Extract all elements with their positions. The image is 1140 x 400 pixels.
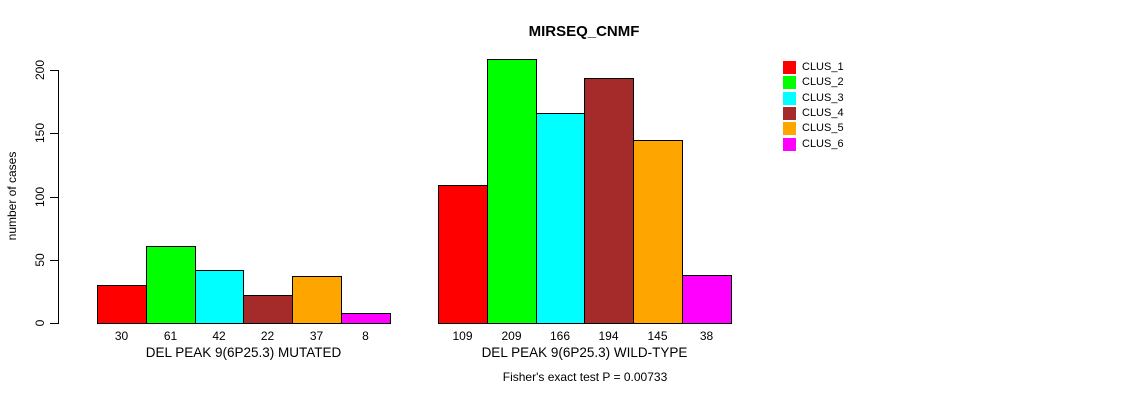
bar-clus_3-group1 — [195, 270, 244, 324]
legend-swatch-clus_3-icon — [783, 91, 796, 105]
legend-swatch-clus_2-icon — [783, 76, 796, 90]
bar-clus_4-group1 — [243, 295, 293, 324]
legend-item: CLUS_3 — [783, 91, 844, 106]
bar-clus_6-group1 — [341, 313, 391, 324]
legend-label: CLUS_2 — [802, 76, 844, 89]
legend-label: CLUS_1 — [802, 61, 844, 74]
y-axis-line — [58, 70, 59, 324]
legend-label: CLUS_6 — [802, 137, 844, 150]
bar-value-label: 22 — [260, 329, 275, 343]
legend: CLUS_1 CLUS_2 CLUS_3 CLUS_4 CLUS_5 CLUS_6 — [783, 60, 844, 152]
y-axis-tick-label: 200 — [33, 59, 47, 81]
legend-label: CLUS_5 — [802, 122, 844, 135]
y-axis-tick-label: 0 — [33, 319, 47, 327]
bar-value-label: 109 — [452, 329, 473, 343]
y-axis-tick-label: 150 — [33, 122, 47, 144]
x-group-label: DEL PEAK 9(6P25.3) MUTATED — [145, 345, 342, 360]
y-axis-tick-label: 100 — [33, 186, 47, 208]
bar-value-label: 166 — [549, 329, 571, 343]
bar-value-label: 194 — [598, 329, 619, 343]
y-axis-label: number of cases — [5, 151, 19, 241]
bar-value-label: 209 — [501, 329, 522, 343]
bar-clus_1-group1 — [97, 285, 147, 324]
legend-item: CLUS_4 — [783, 106, 844, 121]
bar-clus_2-group1 — [146, 246, 196, 324]
legend-item: CLUS_6 — [783, 136, 844, 151]
legend-item: CLUS_1 — [783, 60, 844, 75]
y-axis-tick — [50, 133, 58, 134]
bar-value-label: 61 — [163, 329, 178, 343]
y-axis-tick-label: 50 — [33, 253, 47, 267]
legend-label: CLUS_3 — [802, 91, 844, 104]
bar-clus_2-group2 — [487, 59, 537, 324]
y-axis-tick — [50, 70, 58, 71]
bar-value-label: 42 — [212, 329, 226, 343]
legend-swatch-clus_4-icon — [783, 107, 796, 121]
bar-value-label: 37 — [309, 329, 324, 343]
legend-label: CLUS_4 — [802, 107, 844, 120]
bar-value-label: 30 — [114, 329, 129, 343]
y-axis-tick — [50, 197, 58, 198]
legend-item: CLUS_5 — [783, 121, 844, 136]
legend-item: CLUS_2 — [783, 75, 844, 90]
legend-swatch-clus_6-icon — [783, 137, 796, 151]
bar-clus_3-group2 — [536, 113, 585, 324]
bar-value-label: 145 — [647, 329, 668, 343]
bar-clus_6-group2 — [682, 275, 732, 324]
y-axis-tick — [50, 260, 58, 261]
footnote: Fisher's exact test P = 0.00733 — [502, 370, 668, 384]
legend-swatch-clus_1-icon — [783, 61, 796, 75]
bar-clus_1-group2 — [438, 185, 488, 324]
bar-value-label: 8 — [362, 329, 369, 343]
y-axis-tick — [50, 323, 58, 324]
legend-swatch-clus_5-icon — [783, 122, 796, 136]
bar-clus_5-group1 — [292, 276, 342, 324]
bar-clus_4-group2 — [584, 78, 634, 324]
bar-clus_5-group2 — [633, 140, 683, 324]
x-group-label: DEL PEAK 9(6P25.3) WILD-TYPE — [481, 345, 688, 360]
chart-title: MIRSEQ_CNMF — [528, 23, 640, 40]
bar-value-label: 38 — [699, 329, 714, 343]
